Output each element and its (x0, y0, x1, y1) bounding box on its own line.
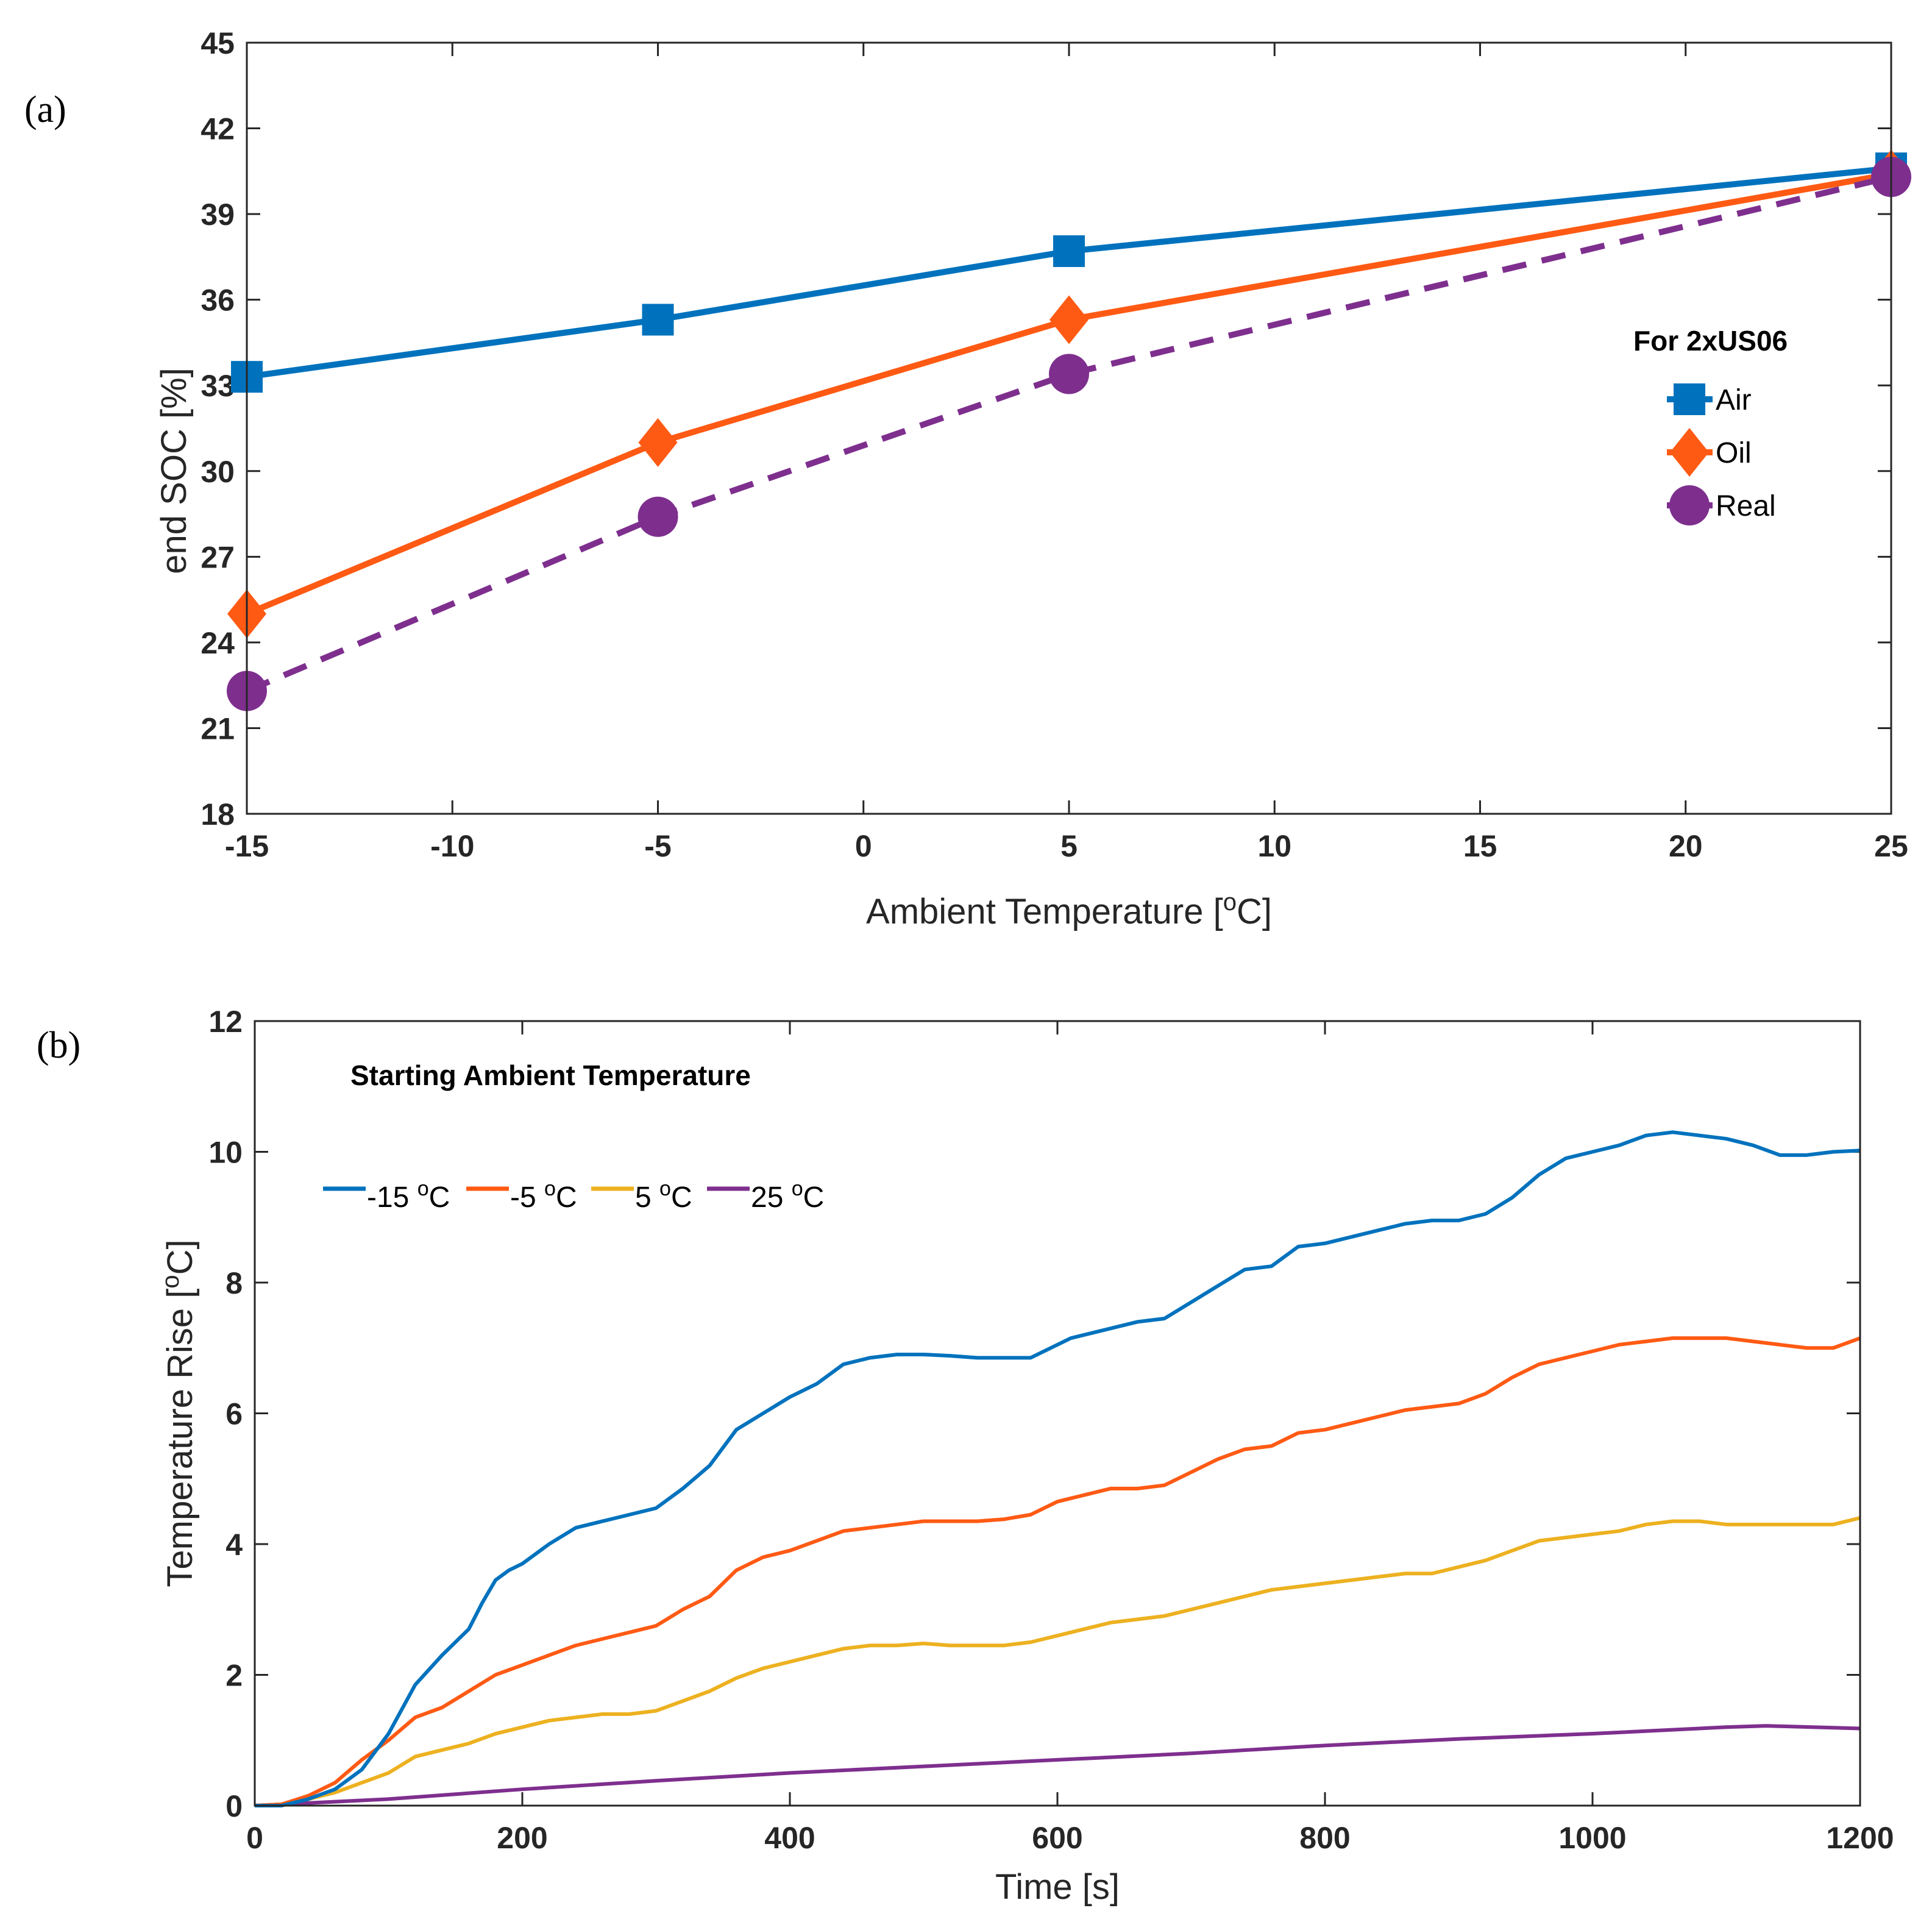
b-y-tick-label: 4 (226, 1528, 243, 1562)
b-legend-title: Starting Ambient Temperature (350, 1059, 751, 1091)
a-y-tick-label: 18 (201, 797, 235, 831)
a-y-tick-label: 39 (201, 198, 235, 232)
a-x-tick-label: 0 (855, 829, 872, 863)
b-y-axis-label: Temperature Rise [oC] (157, 1239, 200, 1587)
b-series-line--15 (255, 1130, 1861, 1807)
panel-a-label: (a) (24, 89, 66, 130)
b-x-tick-label: 800 (1299, 1821, 1350, 1855)
a-x-axis-label: Ambient Temperature [oC] (866, 889, 1272, 931)
a-y-tick-label: 27 (201, 540, 235, 574)
b-legend-label--5: -5 oC (510, 1177, 577, 1214)
panel-b-label: (b) (37, 1025, 80, 1066)
a-x-tick-label: 25 (1874, 829, 1908, 863)
a-x-tick-label: 20 (1669, 829, 1703, 863)
a-point-air (1053, 235, 1085, 268)
a-y-tick-label: 30 (201, 455, 235, 489)
a-x-tick-label: -5 (644, 829, 671, 863)
a-x-tick-label: 15 (1463, 829, 1497, 863)
b-series-group (254, 1130, 1861, 1807)
a-series-line-air (246, 165, 1892, 380)
b-series-line-5 (254, 1516, 1861, 1807)
panel-b-chart: (b) 0 200 400 600 800 1000 1200 0 2 4 6 8 10 12 Time … (37, 1005, 1894, 1907)
a-x-tick-label: 10 (1257, 829, 1291, 863)
a-legend-marker-real (1669, 485, 1710, 525)
a-legend-label-real: Real (1716, 490, 1776, 522)
a-axis-ticks: -15 -10 -5 0 5 10 15 20 25 18 21 24 27 30 33 36 39 42 45 (201, 26, 1908, 863)
a-series-group (227, 149, 1911, 711)
a-legend-marker-oil (1670, 428, 1709, 477)
a-y-tick-label: 24 (201, 626, 235, 660)
a-point-oil (1049, 295, 1089, 344)
b-x-axis-label: Time [s] (995, 1867, 1120, 1907)
b-legend: Starting Ambient Temperature -15 oC -5 oC… (323, 1059, 824, 1214)
b-x-tick-label: 1000 (1558, 1821, 1626, 1855)
a-legend-label-air: Air (1716, 384, 1752, 416)
a-x-tick-label: 5 (1060, 829, 1078, 863)
a-legend-title: For 2xUS06 (1633, 325, 1788, 357)
a-y-tick-label: 33 (201, 369, 235, 403)
b-y-tick-label: 12 (208, 1005, 243, 1039)
a-x-tick-label: -15 (225, 829, 269, 863)
b-y-tick-label: 6 (226, 1397, 243, 1431)
b-series-line--5 (254, 1336, 1861, 1807)
a-legend-marker-air (1674, 383, 1705, 415)
a-legend: For 2xUS06 Air Oil Real (1633, 325, 1788, 525)
b-x-tick-label: 600 (1032, 1821, 1082, 1855)
b-x-tick-label: 200 (497, 1821, 547, 1855)
a-point-real (1049, 354, 1089, 394)
panel-a-chart: (a) -15 -10 -5 0 5 10 15 20 25 18 21 24 27 30 33 36 39 42… (24, 26, 1911, 931)
b-x-tick-label: 1200 (1826, 1821, 1894, 1855)
b-x-tick-label: 400 (764, 1821, 815, 1855)
b-series-line-25 (254, 1724, 1861, 1807)
b-plot-frame (254, 1020, 1861, 1807)
a-point-air (642, 304, 674, 336)
b-x-tick-label: 0 (246, 1821, 263, 1855)
b-y-tick-label: 2 (226, 1659, 243, 1693)
a-legend-label-oil: Oil (1716, 437, 1752, 469)
a-x-tick-label: -10 (430, 829, 474, 863)
b-axis-ticks: 0 200 400 600 800 1000 1200 0 2 4 6 8 10 12 (208, 1005, 1894, 1855)
a-y-tick-label: 21 (201, 711, 235, 746)
b-legend-label-25: 25 oC (751, 1177, 824, 1214)
a-y-axis-label: end SOC [%] (154, 368, 194, 574)
a-y-tick-label: 36 (201, 283, 235, 318)
b-legend-label-5: 5 oC (635, 1177, 692, 1214)
a-point-real (637, 496, 678, 537)
a-plot-frame (246, 41, 1892, 815)
b-legend-label--15: -15 oC (367, 1177, 450, 1214)
b-y-tick-label: 10 (208, 1136, 243, 1170)
b-y-tick-label: 0 (226, 1789, 243, 1823)
a-y-tick-label: 45 (201, 26, 235, 60)
a-series-line-real (246, 174, 1892, 694)
a-point-oil (638, 418, 678, 467)
a-y-tick-label: 42 (201, 112, 235, 146)
b-y-tick-label: 8 (226, 1266, 243, 1300)
a-series-line-oil (246, 171, 1892, 617)
